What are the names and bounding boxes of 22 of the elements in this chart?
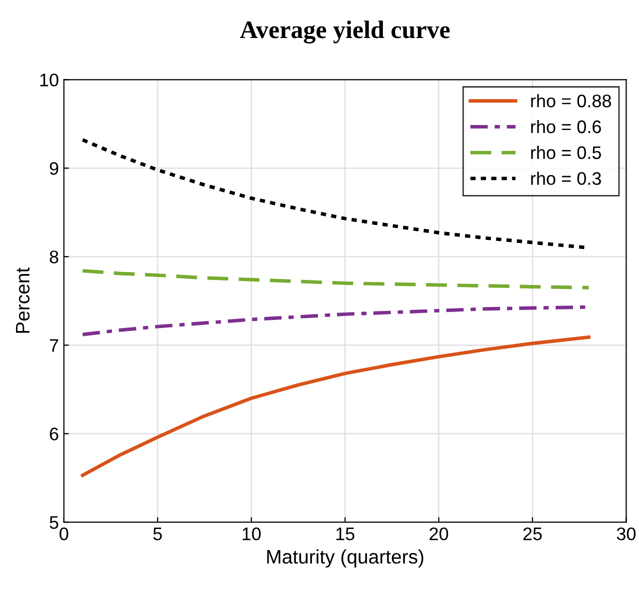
y-tick-label: 9 [50,162,58,175]
x-tick-label: 0 [60,527,68,540]
y-tick-label: 8 [50,250,58,264]
legend-label: rho = 0.6 [531,120,601,134]
chart-title: Average yield curve [240,20,450,44]
y-tick-label: 6 [50,428,58,440]
legend-label: rho = 0.3 [531,172,601,185]
y-tick-label: 10 [40,74,58,86]
line-series [80,335,590,477]
y-axis-title: Percent [16,268,30,333]
x-tick-label: 15 [336,528,354,540]
x-tick-label: 30 [616,527,636,540]
x-tick-label: 25 [523,527,542,540]
y-tick-label: 7 [50,339,58,352]
legend-label: rho = 0.5 [531,146,601,160]
legend-label: rho = 0.88 [531,94,611,108]
line-series [80,269,590,290]
x-axis-title: Maturity (quarters) [267,549,424,568]
y-tick-label: 5 [50,516,58,529]
x-tick-label: 10 [242,527,261,540]
x-tick-label: 5 [153,528,162,540]
x-tick-label: 20 [430,527,448,540]
